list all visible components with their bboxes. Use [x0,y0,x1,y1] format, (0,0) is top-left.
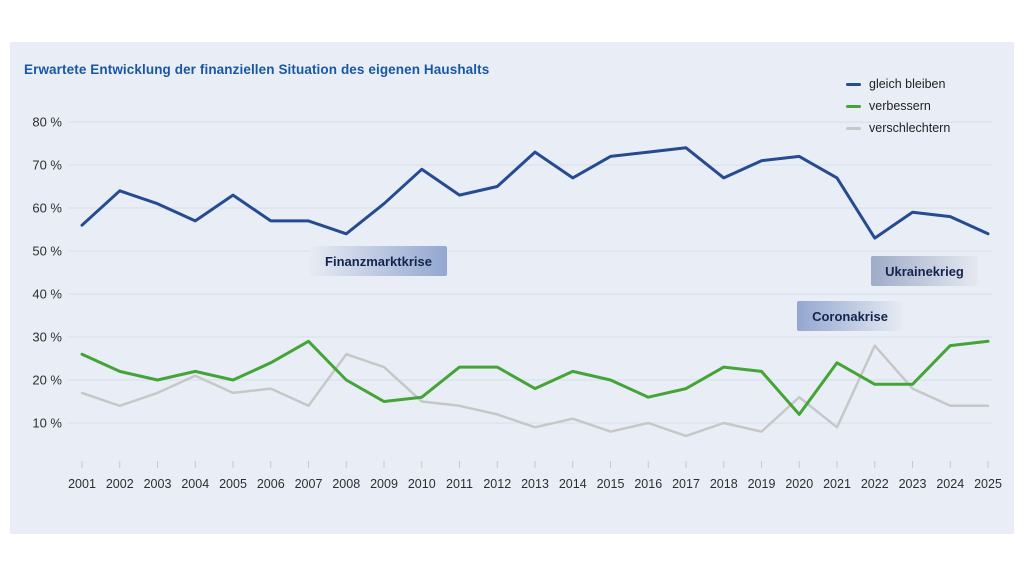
legend-item-verbessern: verbessern [846,95,950,117]
svg-text:2008: 2008 [332,477,360,491]
legend-item-gleich-bleiben: gleich bleiben [846,73,950,95]
svg-text:2020: 2020 [785,477,813,491]
legend-item-verschlechtern: verschlechtern [846,117,950,139]
svg-text:2019: 2019 [748,477,776,491]
svg-text:2021: 2021 [823,477,851,491]
legend-line-swatch-gray [846,126,861,130]
chart-panel: 80 % 70 % 60 % 50 % 40 % 30 % 20 % 10 % 2001 2002… [10,42,1014,534]
svg-text:2004: 2004 [181,477,209,491]
svg-text:2025: 2025 [974,477,1002,491]
svg-text:20 %: 20 % [32,373,62,388]
annotation-finanzmarktkrise: Finanzmarktkrise [310,246,447,276]
legend-label: verbessern [869,99,931,113]
legend-label: gleich bleiben [869,77,946,91]
svg-text:2012: 2012 [483,477,511,491]
svg-text:2014: 2014 [559,477,587,491]
svg-text:2018: 2018 [710,477,738,491]
svg-text:2024: 2024 [936,477,964,491]
svg-text:2009: 2009 [370,477,398,491]
svg-text:2007: 2007 [295,477,323,491]
svg-text:2002: 2002 [106,477,134,491]
svg-text:70 %: 70 % [32,158,62,173]
svg-text:2023: 2023 [899,477,927,491]
svg-text:50 %: 50 % [32,244,62,259]
svg-text:2010: 2010 [408,477,436,491]
svg-text:10 %: 10 % [32,416,62,431]
svg-text:2017: 2017 [672,477,700,491]
annotation-ukrainekrieg: Ukrainekrieg [871,256,978,286]
svg-text:2001: 2001 [68,477,96,491]
svg-text:2015: 2015 [597,477,625,491]
svg-text:2013: 2013 [521,477,549,491]
svg-text:60 %: 60 % [32,201,62,216]
chart-legend: gleich bleiben verbessern verschlechtern [846,73,950,139]
line-chart: 80 % 70 % 60 % 50 % 40 % 30 % 20 % 10 % 2001 2002… [32,115,1002,492]
svg-text:2003: 2003 [144,477,172,491]
annotation-coronakrise: Coronakrise [797,301,903,331]
svg-text:2005: 2005 [219,477,247,491]
svg-text:2016: 2016 [634,477,662,491]
svg-text:40 %: 40 % [32,287,62,302]
legend-line-swatch-green [846,104,861,108]
svg-text:80 %: 80 % [32,115,62,130]
svg-text:2006: 2006 [257,477,285,491]
legend-label: verschlechtern [869,121,951,135]
chart-title: Erwartete Entwicklung der finanziellen S… [24,62,490,77]
svg-text:2011: 2011 [446,477,473,491]
svg-text:2022: 2022 [861,477,889,491]
legend-line-swatch-blue [846,82,861,86]
svg-text:30 %: 30 % [32,330,62,345]
